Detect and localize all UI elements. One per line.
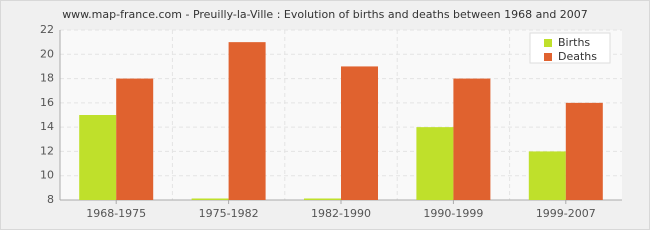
bar (191, 198, 229, 200)
chart-title: www.map-france.com - Preuilly-la-Ville :… (62, 8, 588, 21)
legend-label: Births (558, 36, 590, 49)
y-tick-label: 12 (40, 144, 54, 157)
y-tick-label: 8 (47, 193, 54, 206)
bar (116, 78, 154, 200)
bar (304, 198, 341, 200)
x-tick-label: 1968-1975 (86, 207, 146, 220)
legend (529, 32, 611, 64)
bar (228, 42, 266, 201)
bar (79, 115, 117, 200)
bar (453, 78, 491, 200)
y-tick-label: 20 (40, 47, 54, 60)
bar (528, 151, 566, 200)
y-tick-label: 18 (40, 72, 54, 85)
x-tick-label: 1990-1999 (423, 207, 483, 220)
legend-swatch (544, 53, 552, 61)
y-tick-label: 16 (40, 96, 54, 109)
legend-swatch (544, 39, 552, 47)
bar (565, 102, 603, 200)
legend-label: Deaths (558, 50, 597, 63)
y-tick-label: 14 (40, 120, 54, 133)
bar (416, 127, 454, 200)
y-tick-label: 22 (40, 23, 54, 36)
x-tick-label: 1982-1990 (311, 207, 371, 220)
y-tick-label: 10 (40, 169, 54, 182)
chart: www.map-france.com - Preuilly-la-Ville :… (0, 0, 650, 230)
bar (341, 66, 378, 200)
x-tick-label: 1975-1982 (199, 207, 259, 220)
x-tick-label: 1999-2007 (536, 207, 596, 220)
